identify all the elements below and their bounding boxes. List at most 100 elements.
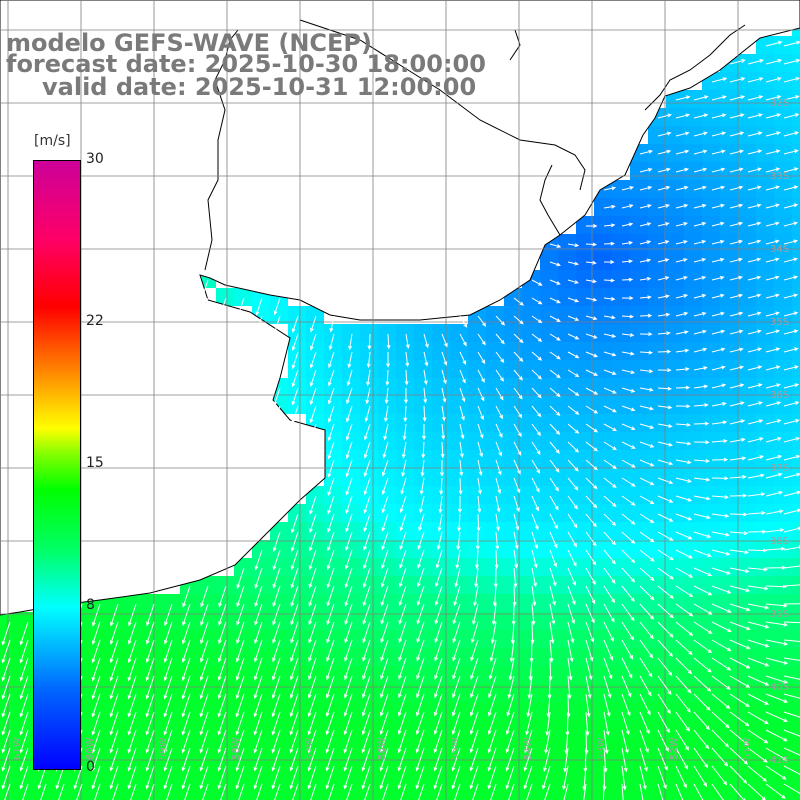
wind-cell <box>774 288 792 306</box>
wind-arrow <box>711 221 725 227</box>
wind-cell <box>90 666 108 684</box>
wind-arrow <box>506 693 515 717</box>
wind-arrow <box>765 275 780 281</box>
wind-cell <box>270 666 288 684</box>
wind-arrow <box>693 131 708 137</box>
wind-cell <box>414 342 432 360</box>
wind-cell <box>324 666 342 684</box>
wind-arrow <box>235 657 245 681</box>
wind-arrow <box>509 639 515 663</box>
wind-cell <box>198 684 216 702</box>
wind-cell <box>594 378 612 396</box>
wind-cell <box>576 450 594 468</box>
wind-cell <box>540 612 558 630</box>
colorbar-tick-label: 0 <box>86 759 95 775</box>
wind-cell <box>360 666 378 684</box>
wind-cell <box>594 252 612 270</box>
wind-cell <box>252 738 270 756</box>
wind-arrow <box>657 531 674 541</box>
wind-arrow <box>657 747 668 771</box>
wind-arrow <box>469 729 479 754</box>
wind-cell <box>558 288 576 306</box>
wind-arrow <box>163 675 173 700</box>
wind-cell <box>630 468 648 486</box>
wind-cell <box>126 630 144 648</box>
wind-arrow <box>1 747 11 772</box>
wind-arrow <box>639 495 655 505</box>
longitude-label: 53W <box>596 737 607 760</box>
wind-arrow <box>400 477 407 495</box>
wind-cell <box>648 666 666 684</box>
wind-arrow <box>585 711 590 737</box>
wind-arrow <box>363 477 371 496</box>
wind-cell <box>630 378 648 396</box>
wind-cell <box>612 378 630 396</box>
wind-arrow <box>603 186 617 191</box>
wind-cell <box>756 756 774 774</box>
wind-cell <box>252 756 270 774</box>
wind-arrow <box>325 711 335 736</box>
wind-cell <box>630 306 648 324</box>
wind-arrow <box>416 675 425 699</box>
wind-cell <box>720 396 738 414</box>
wind-arrow <box>380 675 389 699</box>
wind-cell <box>576 738 594 756</box>
wind-cell <box>252 702 270 720</box>
wind-arrow <box>505 711 515 735</box>
wind-cell <box>396 558 414 576</box>
wind-cell <box>702 234 720 252</box>
wind-cell <box>252 684 270 702</box>
wind-arrow <box>397 711 407 735</box>
wind-arrow <box>441 333 448 348</box>
wind-cell <box>720 432 738 450</box>
wind-cell <box>522 450 540 468</box>
wind-arrow <box>329 315 335 333</box>
wind-cell <box>108 738 126 756</box>
wind-arrow <box>470 639 479 662</box>
wind-cell <box>630 288 648 306</box>
wind-cell <box>54 792 72 800</box>
wind-cell <box>792 54 800 72</box>
wind-arrow <box>495 531 500 551</box>
wind-arrow <box>253 729 263 754</box>
wind-arrow <box>693 458 711 463</box>
wind-cell <box>288 702 306 720</box>
wind-cell <box>432 468 450 486</box>
wind-cell <box>522 486 540 504</box>
wind-cell <box>486 414 504 432</box>
wind-cell <box>612 612 630 630</box>
wind-cell <box>432 648 450 666</box>
wind-cell <box>234 702 252 720</box>
wind-cell <box>522 594 540 612</box>
wind-arrow <box>416 621 425 644</box>
wind-cell <box>666 198 684 216</box>
wind-arrow <box>308 639 317 662</box>
wind-arrow <box>109 765 119 790</box>
wind-arrow <box>495 387 504 401</box>
wind-arrow <box>621 296 634 301</box>
wind-cell <box>558 558 576 576</box>
wind-arrow <box>675 348 690 353</box>
wind-arrow <box>363 459 371 477</box>
wind-arrow <box>199 765 209 790</box>
wind-cell <box>594 414 612 432</box>
wind-cell <box>432 396 450 414</box>
wind-cell <box>756 252 774 270</box>
wind-arrow <box>254 621 263 645</box>
wind-cell <box>756 180 774 198</box>
wind-cell <box>756 702 774 720</box>
wind-cell <box>774 522 792 540</box>
wind-arrow <box>253 765 263 790</box>
wind-arrow <box>675 203 689 209</box>
wind-cell <box>198 702 216 720</box>
wind-cell <box>378 558 396 576</box>
wind-arrow <box>729 203 744 209</box>
wind-arrow <box>416 603 425 625</box>
wind-cell <box>216 684 234 702</box>
wind-arrow <box>711 621 732 633</box>
wind-arrow <box>457 513 462 532</box>
wind-arrow <box>585 333 598 339</box>
wind-arrow <box>200 621 209 645</box>
wind-cell <box>792 162 800 180</box>
wind-arrow <box>675 311 689 317</box>
